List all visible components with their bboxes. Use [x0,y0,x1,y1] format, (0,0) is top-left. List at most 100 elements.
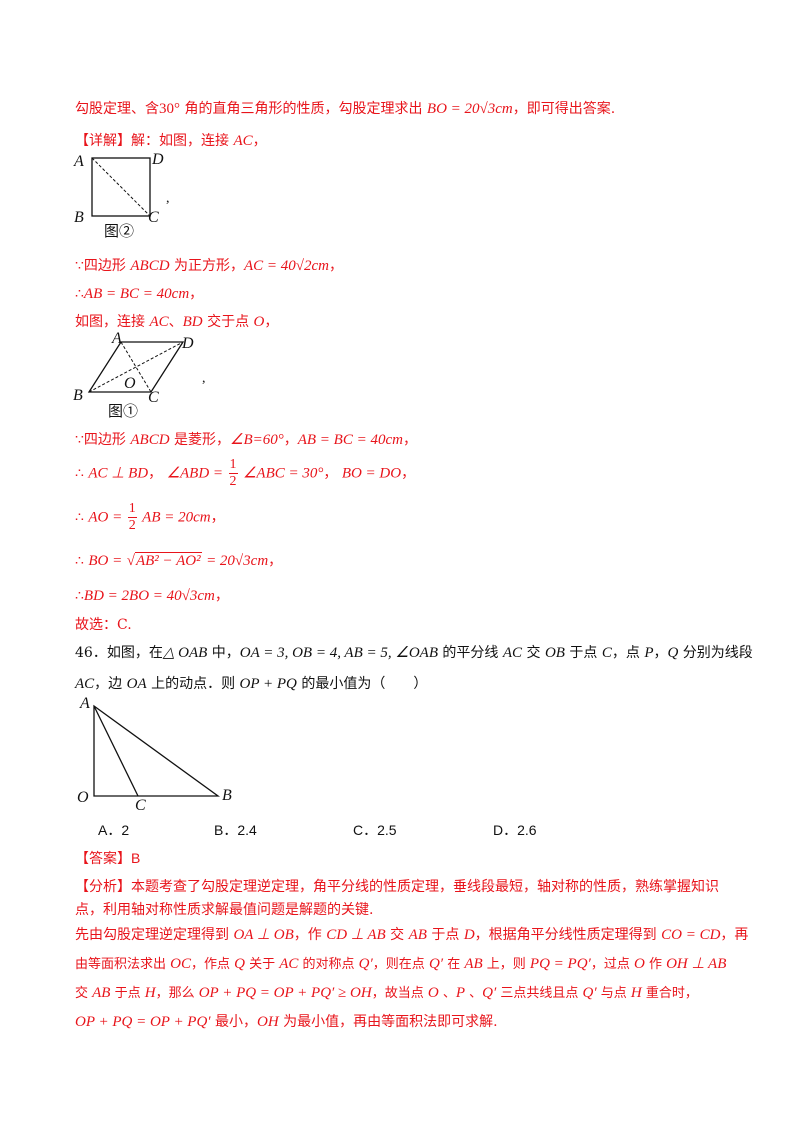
math: AB = BC = 40cm [83,286,190,302]
label-o: O [77,789,89,806]
text: ，则在点 [372,957,429,972]
text: 于点 [564,645,602,661]
because-symbol: ∵ [75,432,84,448]
analysis-tail-line: 勾股定理、含30° 角的直角三角形的性质，勾股定理求出 BO = 20√3cm，… [75,98,615,118]
diagonal-bd [88,341,184,393]
label-d: D [151,151,164,168]
text: 最小， [210,1014,258,1030]
text: 与点 [596,986,631,1001]
label-c: C [135,797,146,812]
math: PQ = PQ′ [529,956,591,972]
text: 四边形 [83,258,131,274]
text: ， [148,465,163,482]
diagonal-ac [91,157,151,217]
math: BO = [88,553,123,569]
text: 如图，在 [106,645,163,661]
math: AC [502,645,523,661]
bo-statement: ∴ BO = √AB² − AO² = 20√3cm， [75,550,282,570]
math: ABCD [130,258,170,274]
text: 的对称点 [298,957,359,972]
text: ，那么 [155,986,199,1001]
comma: , [166,191,170,206]
therefore-symbol: ∴ [75,553,84,569]
option-value: 2 [121,822,130,838]
text: 点，利用轴对称性质求解最值问题是解题的关键. [75,902,374,918]
text: ， [189,286,204,302]
bisector-ac [93,705,139,797]
option-b[interactable]: B．2.4 [214,820,257,840]
math: AC [279,956,299,972]
math: ABCD [130,432,170,448]
option-d[interactable]: D．2.6 [493,820,537,840]
solution-detail-line: 【详解】解：如图，连接 AC， [75,130,267,150]
text: 关于 [244,957,280,972]
math: OA [126,676,147,692]
math: AC [75,676,95,692]
math: OP + PQ = OP + PQ′ [75,1014,211,1030]
math: BO = 20√3cm [426,101,513,117]
label-c: C [148,389,159,406]
math: ∠ABD = [166,465,224,482]
math: AB [464,956,483,972]
therefore-symbol: ∴ [75,286,84,302]
choose-answer-line: 故选：C. [75,614,132,634]
text: 重合时， [641,986,698,1001]
option-letter: A． [98,822,122,838]
option-value: 2.5 [377,822,397,838]
figure-caption: 图① [108,402,138,420]
math: Q′ [358,956,373,972]
text: 勾股定理、含 [75,101,159,117]
text: 于点 [426,927,464,943]
text: ， [653,645,668,661]
label-a: A [111,330,122,347]
math: OH [257,1014,279,1030]
text: 在 [443,957,465,972]
text: 由等面积法求出 [75,957,171,972]
text: 、 [438,986,456,1001]
label-a: A [79,695,90,712]
math: OA = 3, OB = 4, AB = 5, ∠OAB [239,645,438,661]
figure-triangle-oab: A O C B [77,695,232,812]
numerator: 1 [127,501,137,518]
radicand: AB² − AO² [134,552,202,569]
radical-sign: √ [126,553,135,569]
math: AB = BC = 40cm [297,432,403,448]
because-symbol: ∵ [75,258,84,274]
text: 交 [385,927,409,943]
answer-value: B [131,850,141,866]
label-b: B [222,787,232,804]
math: OA ⊥ OB [233,927,294,943]
text: ， [401,465,416,482]
math: AC ⊥ BD [88,465,149,482]
math: Q [234,956,245,972]
figure-rhombus: A D B C O 图① , [73,330,206,420]
text: ， [268,553,283,569]
comma: , [202,371,206,386]
analysis-line4: 由等面积法求出 OC，作点 Q 关于 AC 的对称点 Q′，则在点 Q′ 在 A… [75,953,726,973]
text: 、 [465,986,483,1001]
text: 先由勾股定理逆定理得到 [75,927,234,943]
math: CO = CD [661,927,721,943]
math: AB [92,985,111,1001]
analysis-line2: 点，利用轴对称性质求解最值问题是解题的关键. [75,899,373,919]
math: BD [182,314,203,330]
option-c[interactable]: C．2.5 [353,820,397,840]
denominator: 2 [128,518,136,533]
label-b: B [74,209,84,226]
label-o: O [124,375,136,392]
option-letter: D． [493,822,518,838]
text: ， [323,465,338,482]
math: H [144,985,156,1001]
option-a[interactable]: A．2 [98,820,129,840]
connect-diagonals-line: 如图，连接 AC、BD 交于点 O， [75,311,278,331]
math: CD ⊥ AB [326,927,386,943]
math: BO = DO [341,465,402,482]
option-letter: B． [214,822,238,838]
analysis-tag: 【分析】 [75,879,131,895]
text: ， [252,133,267,149]
analysis-line6: OP + PQ = OP + PQ′ 最小，OH 为最小值，再由等面积法即可求解… [75,1011,498,1031]
math: 30° [159,101,180,117]
text: ， [264,314,279,330]
text: 本题考查了勾股定理逆定理，角平分线的性质定理，垂线段最短，轴对称的性质，熟练掌握… [131,879,719,895]
text: 交 [75,986,93,1001]
